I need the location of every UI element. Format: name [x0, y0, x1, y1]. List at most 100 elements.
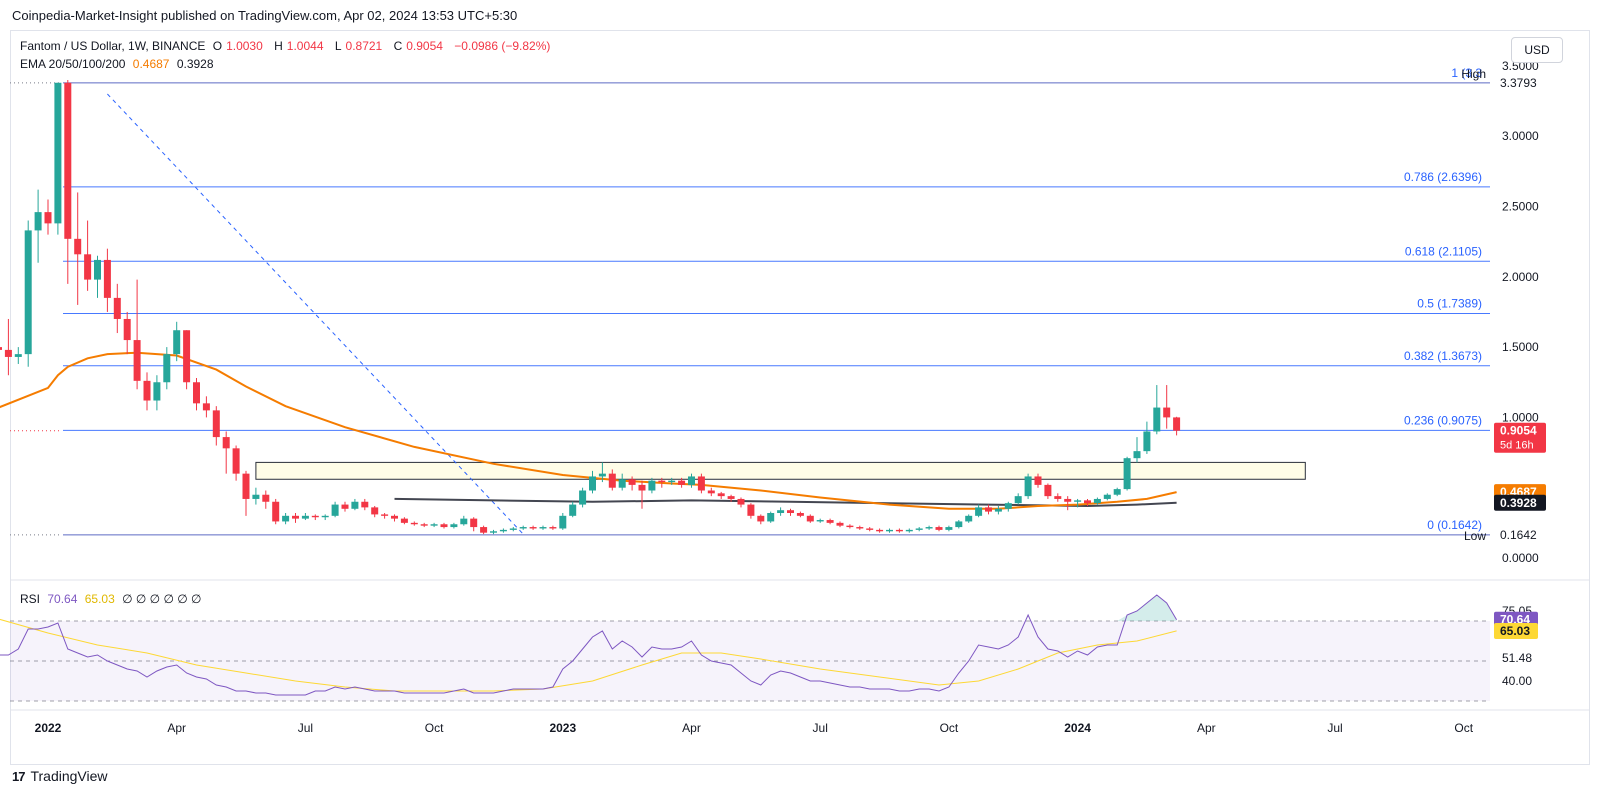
- candle-body: [499, 529, 507, 532]
- ema-value-1: 0.4687: [132, 57, 170, 71]
- candle-body: [0, 347, 2, 350]
- price-tick-label: 2.0000: [1502, 270, 1539, 284]
- candle-body: [183, 330, 191, 383]
- candle-body: [579, 490, 587, 505]
- fib-level-label: 0.5 (1.7389): [1417, 297, 1482, 311]
- candle-body: [94, 259, 101, 280]
- candle-body: [658, 480, 666, 483]
- countdown-label: 5d 16h: [1500, 440, 1534, 452]
- price-tick-label: 1.5000: [1502, 340, 1539, 354]
- ohlc-high: H 1.0044: [274, 39, 327, 53]
- candle-body: [598, 473, 606, 477]
- candle-body: [381, 514, 389, 516]
- candle-body: [747, 504, 755, 516]
- rsi-label[interactable]: RSI: [20, 592, 41, 606]
- candle-body: [628, 479, 636, 485]
- fib-level-label: 0.786 (2.6396): [1404, 170, 1482, 184]
- currency-button[interactable]: USD: [1511, 37, 1563, 63]
- candle-body: [143, 380, 151, 401]
- price-tick-label: 3.0000: [1502, 129, 1539, 143]
- symbol-title[interactable]: Fantom / US Dollar, 1W, BINANCE: [20, 39, 206, 53]
- candle-body: [796, 513, 804, 516]
- price-tick-label: 0.0000: [1502, 551, 1539, 565]
- candle-body: [371, 507, 379, 515]
- candle-body: [123, 318, 131, 341]
- rsi-extra-values: ∅ ∅ ∅ ∅ ∅ ∅: [122, 592, 202, 606]
- candle-body: [846, 525, 854, 528]
- high-value: 1.0044: [286, 39, 324, 53]
- candle-body: [1074, 500, 1082, 502]
- price-tick-label: 2.5000: [1502, 200, 1539, 214]
- fib-level-label: 0.236 (0.9075): [1404, 413, 1482, 427]
- candle-body: [678, 480, 686, 485]
- candle-body: [589, 476, 596, 491]
- open-value: 1.0030: [226, 39, 263, 53]
- candle-body: [321, 515, 329, 518]
- ohlc-open: O 1.0030: [213, 39, 267, 53]
- rsi-overbought-fill: [1117, 595, 1177, 621]
- candle-body: [24, 230, 32, 355]
- candle-body: [787, 510, 794, 514]
- rsi-tick-label: 40.00: [1502, 674, 1532, 688]
- candle-body: [282, 515, 290, 522]
- candle-body: [64, 82, 72, 239]
- candle-body: [212, 410, 220, 438]
- candle-body: [341, 504, 349, 509]
- rsi-line: [0, 594, 1178, 696]
- candle-body: [985, 507, 992, 512]
- fib-level-label: 1 (3.3: [1451, 66, 1482, 80]
- ema-200-line: [394, 497, 1177, 508]
- candle-body: [262, 494, 270, 502]
- ohlc-low: L 0.8721: [335, 39, 386, 53]
- candle-body: [272, 501, 280, 522]
- candle-body: [994, 508, 1002, 512]
- candle-body: [1044, 484, 1052, 497]
- candle-body: [460, 518, 468, 525]
- candle-body: [470, 518, 478, 528]
- candle-body: [4, 349, 12, 357]
- candle-body: [450, 524, 458, 528]
- candle-body: [945, 527, 953, 530]
- time-tick-label: Oct: [425, 721, 444, 735]
- candle-body: [311, 515, 319, 518]
- candle-body: [361, 501, 369, 508]
- candle-body: [242, 473, 250, 499]
- candle-body: [153, 382, 161, 401]
- candle-body: [925, 527, 933, 529]
- candle-body: [34, 212, 42, 231]
- candle-body: [1103, 494, 1111, 499]
- candle-body: [1133, 451, 1141, 459]
- time-tick-label: 2023: [549, 721, 576, 735]
- candle-body: [697, 476, 705, 491]
- candle-body: [1173, 417, 1181, 431]
- candle-body: [727, 496, 735, 499]
- candle-body: [638, 484, 646, 491]
- candle-body: [173, 330, 181, 355]
- candle-body: [806, 515, 814, 522]
- candle-body: [886, 529, 893, 532]
- brand-name: TradingView: [30, 768, 108, 784]
- candle-body: [301, 515, 309, 519]
- candle-body: [84, 254, 92, 280]
- candle-body: [1153, 407, 1161, 432]
- candle-body: [430, 524, 438, 526]
- high-label: High: [1461, 67, 1486, 81]
- candle-body: [490, 531, 497, 533]
- time-tick-label: 2024: [1064, 721, 1091, 735]
- rsi-ma-line: [0, 618, 1177, 692]
- candle-body: [133, 340, 141, 381]
- candle-body: [767, 513, 775, 522]
- ema-label[interactable]: EMA 20/50/100/200: [20, 57, 126, 71]
- candle-body: [915, 528, 923, 530]
- time-tick-label: Apr: [1197, 721, 1216, 735]
- low-label: Low: [1464, 529, 1486, 543]
- candle-body: [1054, 496, 1062, 499]
- high-label: H: [274, 39, 283, 53]
- time-tick-label: Oct: [940, 721, 959, 735]
- candle-body: [757, 515, 765, 522]
- candle-body: [668, 480, 676, 483]
- candle-body: [856, 527, 864, 529]
- rsi-ma-value: 65.03: [84, 592, 115, 606]
- time-tick-label: Jul: [1327, 721, 1342, 735]
